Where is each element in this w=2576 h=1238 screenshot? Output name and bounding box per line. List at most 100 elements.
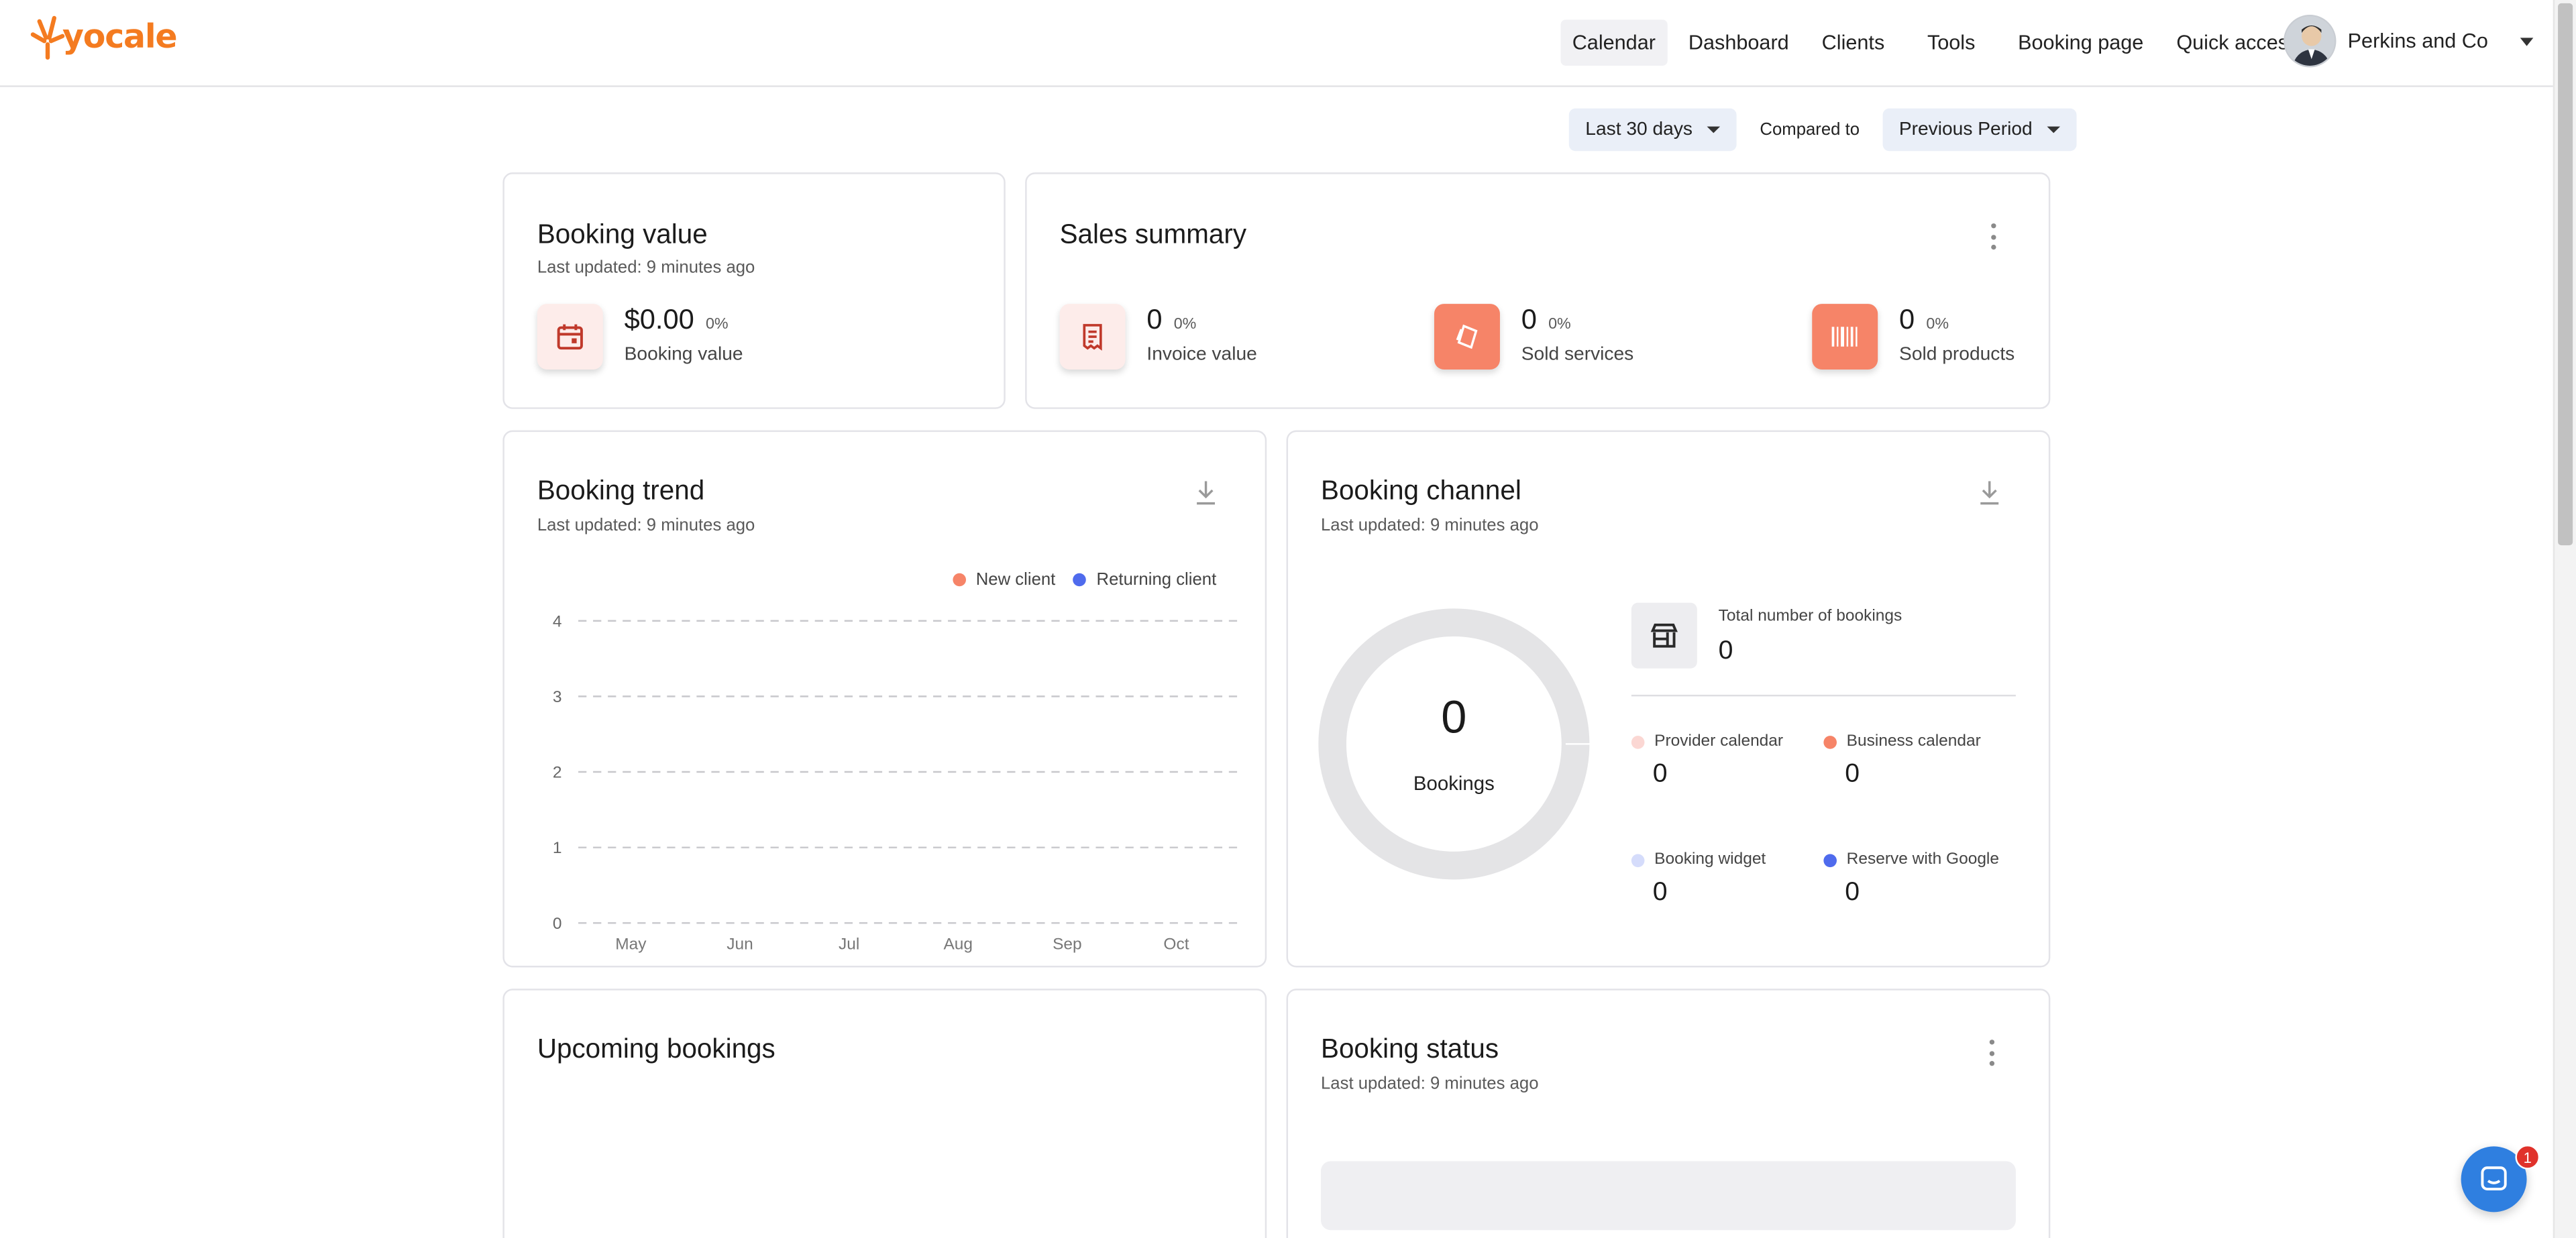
booking-value-metric: $0.00 0% Booking value [537,304,743,370]
invoice-value-amount: 0 [1146,304,1163,335]
last-updated: Last updated: 9 minutes ago [1320,1074,1539,1094]
nav-calendar[interactable]: Calendar [1560,19,1668,66]
booking-value-amount: $0.00 [624,304,694,335]
reserve-google-value: 0 [1845,879,1860,907]
booking-widget-dot [1631,853,1645,866]
x-tick-label: Oct [1163,936,1189,954]
booking-value-pct: 0% [705,315,729,334]
barcode-icon [1812,304,1878,370]
last-updated: Last updated: 9 minutes ago [1320,515,1539,536]
caret-down-icon [2047,126,2061,133]
y-tick-label: 0 [553,915,562,933]
caret-down-icon [1707,126,1721,133]
y-tick-label: 3 [553,688,562,706]
channel-provider-calendar: Provider calendar [1631,732,1783,750]
user-avatar-icon [2285,16,2335,66]
bookings-donut [1318,608,1591,880]
download-icon[interactable] [1978,480,2001,514]
booking-status-card: Booking status Last updated: 9 minutes a… [1286,989,2051,1238]
sold-products-metric: 0 0% Sold products [1812,304,2015,370]
card-title: Booking trend [537,476,705,506]
chart-legend: New client Returning client [953,570,1216,589]
donut-label: Bookings [1413,772,1495,795]
nav-booking-page[interactable]: Booking page [2018,31,2144,54]
x-tick-label: Sep [1053,936,1082,954]
yocale-logo[interactable]: yocale [30,11,178,60]
legend-returning-client: Returning client [1096,569,1217,590]
x-tick-label: Jul [839,936,859,954]
nav-quick-access[interactable]: Quick access [2176,31,2299,54]
provider-calendar-dot [1631,734,1645,748]
scrollbar[interactable] [2553,0,2576,1238]
notification-badge: 1 [2515,1144,2540,1170]
business-calendar-value: 0 [1845,760,1860,789]
legend-dot-new [953,573,967,587]
receipt-icon [1059,304,1126,370]
nav-clients[interactable]: Clients [1821,31,1885,54]
channel-booking-widget: Booking widget [1631,851,1766,869]
download-icon[interactable] [1194,480,1217,514]
sold-products-count: 0 [1899,304,1915,335]
booking-widget-label: Booking widget [1654,850,1766,869]
service-tag-icon [1434,304,1500,370]
x-tick-label: May [615,936,647,954]
sales-summary-card: Sales summary 0 0% Invoice value 0 0% Sold… [1025,172,2051,409]
sold-products-label: Sold products [1899,345,2015,365]
compared-to-label: Compared to [1760,119,1860,140]
x-tick-label: Aug [943,936,973,954]
compare-period-value: Previous Period [1898,119,2033,140]
nav-dashboard[interactable]: Dashboard [1688,31,1789,54]
card-title: Sales summary [1059,220,1247,250]
logo-text: yocale [62,16,178,56]
y-tick-label: 1 [553,839,562,857]
compare-period-select[interactable]: Previous Period [1882,108,2077,152]
y-tick-label: 4 [553,612,562,630]
upcoming-bookings-card: Upcoming bookings [502,989,1267,1238]
reserve-google-label: Reserve with Google [1846,850,2000,869]
chevron-down-icon[interactable] [2520,37,2534,46]
business-calendar-dot [1823,734,1837,748]
booking-widget-value: 0 [1652,879,1668,907]
sold-services-pct: 0% [1548,315,1571,334]
scrollbar-thumb[interactable] [2558,3,2573,546]
sold-services-metric: 0 0% Sold services [1434,304,1633,370]
more-options-icon[interactable] [1989,1039,1996,1066]
divider [1631,694,2016,697]
channel-business-calendar: Business calendar [1823,732,1981,751]
sun-logo-icon [30,15,65,60]
invoice-value-metric: 0 0% Invoice value [1059,304,1257,370]
date-filters: Last 30 days Compared to Previous Period [1568,108,2077,152]
sold-services-label: Sold services [1521,345,1634,365]
booking-value-card: Booking value Last updated: 9 minutes ag… [502,172,1006,409]
booking-trend-card: Booking trend Last updated: 9 minutes ag… [502,430,1267,968]
sold-products-pct: 0% [1926,315,1949,334]
card-title: Booking status [1320,1034,1499,1064]
business-calendar-label: Business calendar [1846,732,1981,751]
calendar-icon [537,304,603,370]
reserve-google-dot [1823,853,1837,866]
more-options-icon[interactable] [1991,223,1998,250]
card-title: Upcoming bookings [537,1034,775,1064]
legend-new-client: New client [975,569,1056,590]
top-header: yocale Calendar Dashboard Clients Tools … [0,0,2553,87]
total-bookings-label: Total number of bookings [1718,608,1902,626]
main-nav: Calendar Dashboard Clients Tools Booking… [1560,19,2320,66]
provider-calendar-label: Provider calendar [1654,732,1784,751]
donut-value: 0 [1441,691,1467,742]
avatar[interactable] [2284,15,2337,68]
invoice-value-pct: 0% [1173,315,1197,334]
status-placeholder-bar [1320,1161,2016,1231]
date-range-value: Last 30 days [1585,119,1693,140]
last-updated: Last updated: 9 minutes ago [537,515,755,536]
x-tick-label: Jun [727,936,753,954]
nav-tools[interactable]: Tools [1927,31,1976,54]
sold-services-count: 0 [1521,304,1537,335]
chat-icon [2481,1166,2507,1191]
booking-value-label: Booking value [624,345,743,365]
last-updated: Last updated: 9 minutes ago [537,258,755,278]
booking-channel-card: Booking channel Last updated: 9 minutes … [1286,430,2051,968]
account-menu[interactable]: Perkins and Co [2284,15,2534,68]
invoice-value-label: Invoice value [1146,345,1257,365]
y-tick-label: 2 [553,764,562,782]
date-range-select[interactable]: Last 30 days [1568,108,1737,152]
